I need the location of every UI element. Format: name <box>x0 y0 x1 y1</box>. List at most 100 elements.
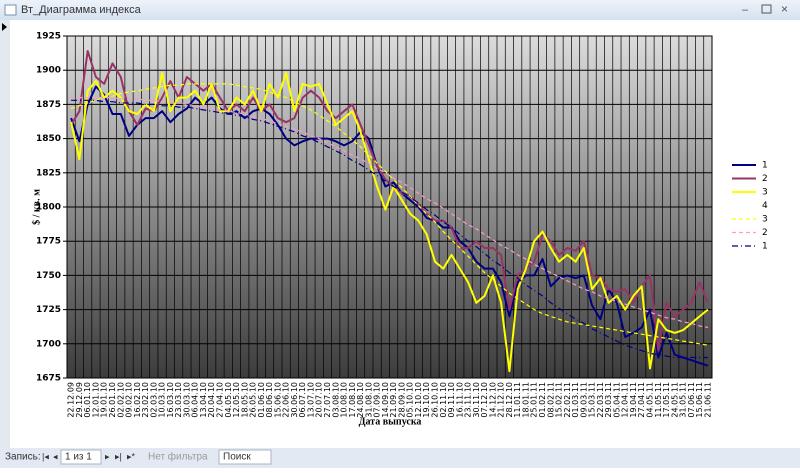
x-tick-label: 18.05.10 <box>240 382 249 418</box>
x-tick-label: 07.09.10 <box>373 382 382 418</box>
x-tick-label: 09.11.10 <box>447 382 456 418</box>
x-tick-label: 13.04.10 <box>199 382 208 418</box>
first-record[interactable]: |◂ <box>42 451 49 461</box>
next-record[interactable]: ▸ <box>105 451 110 461</box>
x-tick-label: 12.10.10 <box>414 382 423 418</box>
y-tick-label: 1675 <box>36 374 61 384</box>
x-tick-label: 10.03.10 <box>158 382 167 418</box>
prev-record[interactable]: ◂ <box>53 451 58 461</box>
x-tick-label: 18.01.11 <box>521 382 530 418</box>
x-tick-label: 20.07.10 <box>315 382 324 418</box>
legend-label: 2 <box>762 228 768 238</box>
y-tick-label: 1775 <box>36 237 61 247</box>
legend-label: 1 <box>762 161 768 171</box>
x-tick-label: 08.06.10 <box>265 382 274 418</box>
x-tick-label: 02.02.10 <box>116 382 125 418</box>
last-record[interactable]: ▸| <box>115 451 122 461</box>
x-tick-label: 23.11.10 <box>464 382 473 418</box>
x-tick-label: 23.03.10 <box>174 382 183 418</box>
x-tick-label: 07.12.10 <box>480 382 489 418</box>
x-tick-label: 09.03.11 <box>579 382 588 418</box>
x-tick-label: 15.06.10 <box>273 382 282 418</box>
x-tick-label: 12.05.10 <box>232 382 241 418</box>
x-tick-label: 15.06.11 <box>695 382 704 418</box>
x-tick-label: 27.07.10 <box>323 382 332 418</box>
series-line <box>70 71 709 373</box>
x-tick-label: 25.01.11 <box>530 382 539 418</box>
x-tick-label: 29.03.11 <box>604 382 613 418</box>
minimize-button[interactable]: – <box>742 4 749 16</box>
x-tick-label: 16.02.10 <box>133 382 142 418</box>
x-tick-label: 15.03.11 <box>588 382 597 418</box>
x-tick-label: 14.09.10 <box>381 382 390 418</box>
x-tick-label: 10.08.10 <box>340 382 349 418</box>
legend-label: 1 <box>762 242 768 252</box>
x-tick-label: 24.05.11 <box>670 382 679 418</box>
x-axis-title: Дата выпуска <box>359 416 422 427</box>
form-icon <box>4 4 17 16</box>
y-tick-label: 1850 <box>36 134 61 144</box>
record-label: Запись: <box>5 452 41 463</box>
close-button[interactable]: × <box>781 2 788 16</box>
y-tick-label: 1750 <box>36 271 61 281</box>
maximize-button[interactable] <box>761 4 772 14</box>
y-tick-label: 1700 <box>36 339 61 349</box>
x-tick-label: 17.08.10 <box>348 382 357 418</box>
new-record[interactable]: ▸* <box>127 451 136 461</box>
series-line <box>71 97 708 328</box>
x-tick-label: 11.01.11 <box>513 382 522 418</box>
x-tick-label: 08.02.11 <box>546 382 555 418</box>
y-tick-label: 1900 <box>36 66 61 76</box>
x-tick-label: 30.06.10 <box>290 382 299 418</box>
x-tick-label: 11.05.11 <box>654 382 663 418</box>
x-tick-label: 19.01.10 <box>100 382 109 418</box>
record-position: 1 из 1 <box>65 452 92 463</box>
x-tick-label: 01.03.11 <box>571 382 580 418</box>
y-tick-label: 1800 <box>36 203 61 213</box>
x-tick-label: 26.10.10 <box>430 382 439 418</box>
legend-label: 3 <box>762 188 768 198</box>
x-tick-label: 27.04.10 <box>215 382 224 418</box>
x-tick-label: 21.06.11 <box>703 382 712 418</box>
y-tick-label: 1725 <box>36 305 61 315</box>
x-tick-label: 21.12.10 <box>497 382 506 418</box>
y-tick-label: 1875 <box>36 100 61 110</box>
navigation-bar <box>0 448 800 468</box>
x-tick-label: 04.05.11 <box>645 382 654 418</box>
x-tick-label: 22.03.11 <box>596 382 605 418</box>
x-tick-label: 07.06.11 <box>687 382 696 418</box>
x-tick-label: 06.04.10 <box>191 382 200 418</box>
x-tick-label: 24.08.10 <box>356 382 365 418</box>
legend-label: 2 <box>762 174 768 184</box>
x-tick-label: 16.11.10 <box>455 382 464 418</box>
x-tick-label: 05.10.10 <box>406 382 415 418</box>
search-placeholder: Поиск <box>223 452 251 463</box>
x-tick-label: 01.02.11 <box>538 382 547 418</box>
x-tick-label: 30.11.10 <box>472 382 481 418</box>
series-line <box>71 99 708 359</box>
record-arrow <box>2 23 7 31</box>
series-line <box>70 85 709 367</box>
x-tick-label: 30.03.10 <box>182 382 191 418</box>
y-tick-label: 1925 <box>36 32 61 42</box>
y-axis-title: $ / кв. м <box>31 189 42 225</box>
x-tick-label: 20.04.10 <box>207 382 216 418</box>
x-tick-label: 29.12.09 <box>75 382 84 418</box>
record-selector[interactable] <box>0 20 10 448</box>
record-box[interactable] <box>60 449 102 465</box>
y-tick-label: 1825 <box>36 168 61 178</box>
filter-status[interactable]: Нет фильтра <box>148 451 208 463</box>
x-tick-label: 13.07.10 <box>306 382 315 418</box>
search-box[interactable] <box>218 449 272 465</box>
x-tick-label: 19.10.10 <box>422 382 431 418</box>
x-tick-label: 12.04.11 <box>621 382 630 418</box>
x-tick-label: 27.04.11 <box>637 382 646 418</box>
x-tick-label: 02.11.10 <box>439 382 448 418</box>
x-tick-label: 17.05.11 <box>662 382 671 418</box>
x-tick-label: 28.09.10 <box>397 382 406 418</box>
x-tick-label: 31.05.11 <box>679 382 688 418</box>
x-tick-label: 09.02.10 <box>125 382 134 418</box>
x-tick-label: 16.03.10 <box>166 382 175 418</box>
x-tick-label: 06.01.10 <box>83 382 92 418</box>
